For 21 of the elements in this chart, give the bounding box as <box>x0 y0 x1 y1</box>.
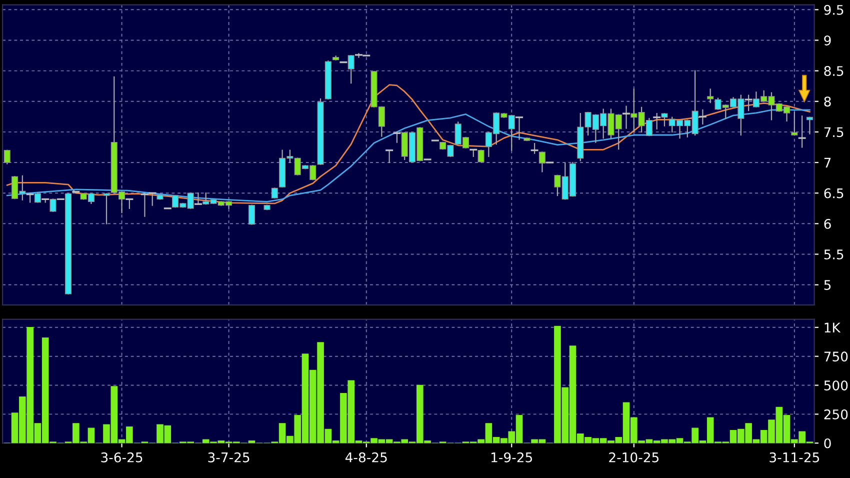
y-tick-label: 8.5 <box>824 66 844 76</box>
y-tick-label: 8 <box>824 96 831 107</box>
x-tick-label: 3-6-25 <box>101 452 142 462</box>
y-tick-label: 250 <box>824 409 848 420</box>
y-tick-label: 6.5 <box>824 188 844 198</box>
x-tick-label: 2-10-25 <box>609 452 659 462</box>
y-tick-label: 9 <box>824 35 831 46</box>
x-tick-label: 3-7-25 <box>208 452 250 462</box>
y-tick-label: 9.5 <box>824 4 844 15</box>
x-tick-label: 4-8-25 <box>345 452 387 462</box>
y-tick-label: 6 <box>824 218 831 229</box>
x-tick-label: 3-11-25 <box>770 452 820 462</box>
y-tick-label: 500 <box>824 380 848 390</box>
y-tick-label: 7 <box>824 158 831 168</box>
y-tick-label: 750 <box>824 352 848 362</box>
y-tick-label: 0 <box>824 438 831 448</box>
y-tick-label: 5.5 <box>824 250 844 260</box>
y-tick-label: 5 <box>824 280 831 290</box>
y-tick-label: 1K <box>824 322 841 332</box>
x-tick-label: 1-9-25 <box>492 452 532 462</box>
y-tick-label: 7.5 <box>824 127 844 138</box>
